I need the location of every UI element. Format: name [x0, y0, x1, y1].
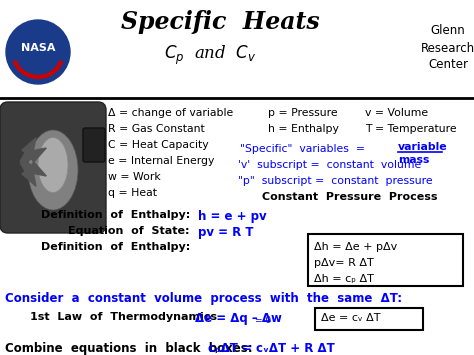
- Text: "Specific"  variables  =: "Specific" variables =: [240, 144, 365, 154]
- Text: C = Heat Capacity: C = Heat Capacity: [108, 140, 209, 150]
- Text: cₚΔT = cᵥΔT + R ΔT: cₚΔT = cᵥΔT + R ΔT: [208, 342, 335, 355]
- Ellipse shape: [28, 130, 78, 210]
- Text: "p"  subscript =  constant  pressure: "p" subscript = constant pressure: [238, 176, 433, 186]
- Text: w = Work: w = Work: [108, 172, 161, 182]
- Bar: [315, 308, 423, 330]
- Bar: [308, 234, 463, 286]
- Text: Definition  of  Enthalpy:: Definition of Enthalpy:: [41, 210, 190, 220]
- Text: Combine  equations  in  black  boxes:: Combine equations in black boxes:: [5, 342, 253, 355]
- Text: Consider  a  constant  volume  process  with  the  same  ΔT:: Consider a constant volume process with …: [5, 292, 402, 305]
- Text: variable: variable: [398, 142, 447, 152]
- FancyBboxPatch shape: [83, 128, 105, 162]
- Ellipse shape: [38, 137, 68, 192]
- Text: Δe = cᵥ ΔT: Δe = cᵥ ΔT: [321, 313, 381, 323]
- Text: v = Volume: v = Volume: [365, 108, 428, 118]
- Text: 'v'  subscript =  constant  volume: 'v' subscript = constant volume: [238, 160, 421, 170]
- Text: T = Temperature: T = Temperature: [365, 124, 456, 134]
- Text: Definition  of  Enthalpy:: Definition of Enthalpy:: [41, 242, 190, 252]
- Text: h = e + pv: h = e + pv: [198, 210, 266, 223]
- Text: Δh = cₚ ΔT: Δh = cₚ ΔT: [314, 274, 374, 284]
- Text: Constant  Pressure  Process: Constant Pressure Process: [262, 192, 438, 202]
- Text: NASA: NASA: [21, 43, 55, 53]
- Text: 1st  Law  of  Thermodynamics: 1st Law of Thermodynamics: [30, 312, 217, 322]
- Text: pv = R T: pv = R T: [198, 226, 254, 239]
- FancyBboxPatch shape: [0, 102, 106, 233]
- Text: mass: mass: [398, 155, 429, 165]
- Text: Δh = Δe + pΔv: Δh = Δe + pΔv: [314, 242, 397, 252]
- Text: Δ = change of variable: Δ = change of variable: [108, 108, 233, 118]
- Text: pΔv= R ΔT: pΔv= R ΔT: [314, 258, 374, 268]
- Circle shape: [6, 20, 70, 84]
- Text: Specific  Heats: Specific Heats: [121, 10, 319, 34]
- Text: $C_p$  and  $C_v$: $C_p$ and $C_v$: [164, 43, 256, 67]
- Text: Equation  of  State:: Equation of State:: [69, 226, 190, 236]
- FancyArrow shape: [20, 161, 36, 186]
- FancyArrow shape: [21, 148, 46, 164]
- Text: p = Pressure: p = Pressure: [268, 108, 337, 118]
- Text: = 0: = 0: [255, 316, 271, 325]
- Text: h = Enthalpy: h = Enthalpy: [268, 124, 339, 134]
- Text: e = Internal Energy: e = Internal Energy: [108, 156, 214, 166]
- Text: q = Heat: q = Heat: [108, 188, 157, 198]
- FancyArrow shape: [21, 160, 46, 176]
- Text: Δe = Δq – Δw: Δe = Δq – Δw: [195, 312, 282, 325]
- Text: R = Gas Constant: R = Gas Constant: [108, 124, 205, 134]
- FancyArrow shape: [20, 138, 36, 163]
- Text: Glenn
Research
Center: Glenn Research Center: [421, 24, 474, 71]
